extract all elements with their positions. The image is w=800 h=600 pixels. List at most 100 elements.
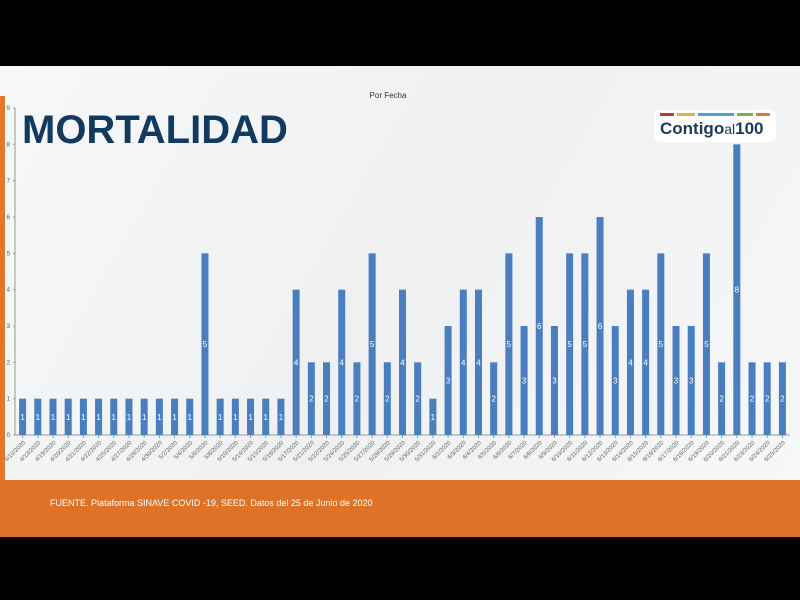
bar bbox=[459, 289, 467, 435]
bar bbox=[520, 326, 528, 435]
data-label: 1 bbox=[36, 413, 41, 422]
bar bbox=[399, 289, 406, 435]
bar bbox=[125, 398, 133, 435]
data-label: 1 bbox=[157, 413, 162, 422]
data-label: 1 bbox=[81, 413, 86, 422]
data-label: 4 bbox=[339, 358, 344, 367]
bar bbox=[307, 362, 315, 435]
data-label: 4 bbox=[643, 358, 648, 367]
bar bbox=[64, 398, 72, 435]
bar bbox=[262, 398, 270, 435]
y-tick-label: 6 bbox=[7, 215, 11, 221]
bar bbox=[687, 326, 695, 435]
bar bbox=[444, 326, 452, 435]
y-tick-label: 4 bbox=[7, 288, 11, 294]
data-label: 2 bbox=[765, 395, 770, 404]
bar bbox=[611, 326, 619, 435]
data-label: 6 bbox=[598, 322, 603, 331]
data-label: 5 bbox=[583, 340, 588, 349]
bar bbox=[474, 289, 482, 435]
data-label: 1 bbox=[264, 413, 269, 422]
data-label: 4 bbox=[476, 358, 481, 367]
data-label: 1 bbox=[96, 413, 101, 422]
bar bbox=[778, 362, 786, 435]
data-label: 6 bbox=[537, 322, 542, 331]
bar bbox=[763, 362, 771, 435]
bar bbox=[414, 362, 422, 435]
data-label: 5 bbox=[567, 340, 572, 349]
data-label: 3 bbox=[446, 377, 451, 386]
bar bbox=[642, 289, 650, 435]
data-label: 3 bbox=[552, 377, 557, 386]
bar bbox=[672, 326, 680, 435]
data-label: 1 bbox=[279, 413, 284, 422]
data-label: 2 bbox=[415, 395, 420, 404]
footer-band: FUENTE. Plataforma SINAVE COVID -19, SEE… bbox=[0, 480, 800, 537]
logo-text-al: al bbox=[724, 121, 736, 137]
data-label: 1 bbox=[248, 413, 253, 422]
logo-text-100: 100 bbox=[735, 119, 764, 138]
bar bbox=[110, 398, 118, 435]
data-label: 2 bbox=[309, 395, 314, 404]
bar bbox=[338, 289, 346, 435]
data-label: 1 bbox=[127, 413, 132, 422]
bar bbox=[95, 398, 103, 435]
data-label: 3 bbox=[689, 377, 694, 386]
data-label: 1 bbox=[233, 413, 238, 422]
y-tick-label: 7 bbox=[7, 179, 11, 185]
bar bbox=[718, 362, 726, 435]
bar bbox=[535, 217, 543, 435]
bar bbox=[171, 398, 179, 435]
data-label: 1 bbox=[112, 413, 117, 422]
bar bbox=[140, 398, 148, 435]
bar-chart: Por Fecha012345678914/10/202014/13/20201… bbox=[4, 91, 790, 463]
data-label: 2 bbox=[385, 395, 390, 404]
data-label: 1 bbox=[172, 413, 177, 422]
data-label: 4 bbox=[294, 358, 299, 367]
bar bbox=[353, 362, 361, 435]
data-label: 2 bbox=[491, 395, 496, 404]
bar bbox=[201, 253, 209, 435]
y-tick-label: 1 bbox=[7, 397, 11, 403]
data-label: 1 bbox=[142, 413, 147, 422]
data-label: 2 bbox=[355, 395, 360, 404]
data-label: 2 bbox=[719, 395, 724, 404]
bar bbox=[155, 398, 163, 435]
data-label: 1 bbox=[431, 413, 436, 422]
bar bbox=[550, 326, 558, 435]
accent-strip bbox=[0, 96, 5, 480]
contigo-logo: Contigoal100 bbox=[654, 110, 776, 142]
data-label: 3 bbox=[613, 377, 618, 386]
bar bbox=[429, 398, 437, 435]
data-label: 3 bbox=[674, 377, 679, 386]
bar bbox=[505, 253, 513, 435]
bar bbox=[19, 398, 27, 435]
data-label: 1 bbox=[188, 413, 193, 422]
bar bbox=[292, 289, 300, 435]
data-label: 8 bbox=[735, 286, 740, 295]
bar bbox=[581, 253, 589, 435]
bar bbox=[566, 253, 574, 435]
bar bbox=[596, 217, 604, 435]
y-tick-label: 5 bbox=[7, 251, 11, 257]
bar bbox=[323, 362, 331, 435]
logo-text: Contigo bbox=[660, 119, 725, 138]
bar bbox=[383, 362, 391, 435]
data-label: 2 bbox=[750, 395, 755, 404]
y-tick-label: 2 bbox=[7, 360, 11, 366]
bar bbox=[247, 398, 255, 435]
bar bbox=[231, 398, 239, 435]
bar bbox=[702, 253, 710, 435]
bar bbox=[733, 144, 741, 435]
y-tick-label: 3 bbox=[7, 324, 11, 330]
bar bbox=[216, 398, 224, 435]
bar bbox=[34, 398, 42, 435]
bar bbox=[626, 289, 634, 435]
source-note: FUENTE. Plataforma SINAVE COVID -19, SEE… bbox=[50, 498, 373, 508]
data-label: 2 bbox=[324, 395, 329, 404]
bar bbox=[368, 253, 376, 435]
data-label: 3 bbox=[522, 377, 527, 386]
data-label: 5 bbox=[203, 340, 208, 349]
data-label: 5 bbox=[370, 340, 375, 349]
data-label: 4 bbox=[400, 358, 405, 367]
